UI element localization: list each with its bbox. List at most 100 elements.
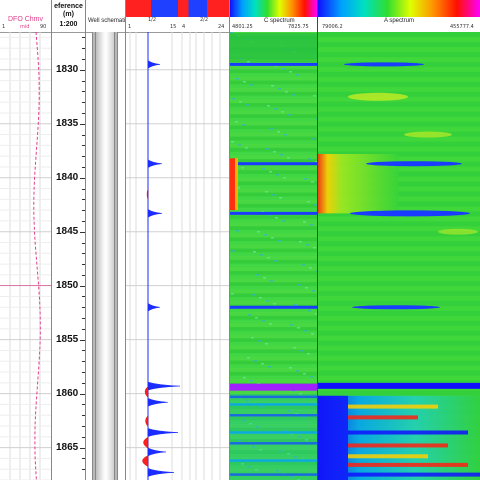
c-spectrum-row: [230, 214, 317, 220]
c-spectrum-speckle: [254, 360, 257, 362]
a-spectrum-row: [318, 216, 480, 222]
c-spectrum-speckle: [293, 347, 296, 349]
a-spectrum-anomaly-band: [344, 62, 424, 67]
c-spectrum-track: C spectrum 4801.25 7825.75: [230, 0, 318, 480]
c-spectrum-speckle: [243, 377, 246, 379]
c-spectrum-speckle: [292, 390, 295, 392]
depth-minor-tick: [82, 188, 85, 190]
c-spectrum-row: [230, 409, 317, 414]
c-spectrum-speckle: [312, 138, 315, 140]
c-spectrum-row: [230, 140, 317, 145]
depth-minor-tick: [82, 48, 85, 50]
c-spectrum-row: [230, 65, 317, 70]
noise-negative-peak: [145, 415, 149, 428]
a-spectrum-row: [318, 280, 480, 287]
c-spectrum-speckle: [303, 373, 306, 375]
a-spectrum-row: [318, 171, 480, 177]
a-spectrum-anomaly-band: [366, 161, 462, 167]
depth-tick-label: 1865: [56, 441, 79, 453]
c-spectrum-row: [230, 121, 317, 126]
c-spectrum-row: [230, 282, 317, 287]
a-spectrum-row: [318, 350, 480, 357]
c-spectrum-row: [230, 371, 317, 376]
c-spectrum-row: [230, 129, 317, 134]
c-spectrum-speckle: [242, 420, 245, 422]
c-spectrum-row: [230, 99, 317, 104]
a-spectrum-row: [318, 320, 480, 327]
c-spectrum-speckle: [260, 406, 263, 408]
a-spectrum-row: [318, 156, 480, 162]
depth-tick-label: 1845: [56, 225, 79, 237]
c-spectrum-row: [230, 274, 317, 279]
a-spectrum-row: [318, 310, 480, 317]
a-spectrum-yellow-patch: [348, 92, 408, 101]
c-spectrum-scale-min: 4801.25: [232, 24, 253, 30]
a-spectrum-row: [318, 265, 480, 272]
c-spectrum-speckle: [296, 74, 299, 76]
c-spectrum-row: [230, 102, 317, 108]
a-spectrum-row: [318, 260, 480, 267]
well-schematic-header: Well schematic: [86, 0, 125, 33]
c-spectrum-speckle: [305, 287, 308, 289]
a-spectrum-anomaly-band: [350, 210, 470, 217]
c-spectrum-speckle: [263, 277, 266, 279]
c-spectrum-speckle: [237, 187, 240, 189]
c-spectrum-purple-band: [230, 383, 317, 391]
c-spectrum-speckle: [255, 469, 258, 471]
c-spectrum-row: [230, 270, 317, 276]
c-spectrum-row: [230, 136, 317, 141]
c-spectrum-lower-band: [230, 431, 317, 434]
temperature-track-header: DFO Chmv 1 mid 90: [0, 0, 51, 33]
c-spectrum-speckle: [284, 430, 287, 432]
a-spectrum-row: [318, 340, 480, 347]
wellbore-tubing: [96, 32, 114, 480]
depth-major-tick: [80, 285, 85, 287]
c-spectrum-speckle: [259, 297, 262, 299]
noise-scale-label-1: 1: [128, 24, 132, 30]
a-spectrum-colorbar: [318, 0, 480, 17]
depth-tick-label: 1855: [56, 333, 79, 345]
c-spectrum-speckle: [282, 68, 285, 70]
c-spectrum-row: [230, 110, 317, 115]
c-spectrum-row: [230, 323, 317, 328]
c-spectrum-row: [230, 196, 317, 201]
noise-peak: [147, 302, 161, 312]
c-spectrum-row: [230, 244, 317, 250]
a-spectrum-header: A spectrum 79006.2 455777.4: [318, 0, 480, 33]
a-spectrum-lower-band: [348, 443, 448, 448]
c-spectrum-speckle: [250, 380, 253, 382]
c-spectrum-row: [230, 73, 317, 78]
noise-log-plot: [126, 32, 229, 480]
c-spectrum-speckle: [311, 181, 314, 183]
c-spectrum-heatmap: [230, 32, 317, 480]
c-spectrum-speckle: [243, 81, 246, 83]
a-spectrum-yellow-patch: [404, 131, 452, 138]
depth-minor-tick: [82, 426, 85, 428]
a-spectrum-row: [318, 231, 480, 237]
c-spectrum-speckle: [230, 32, 233, 34]
a-spectrum-row: [318, 116, 480, 123]
noise-header-colorbar: [126, 0, 229, 17]
c-spectrum-speckle: [264, 234, 267, 236]
c-spectrum-row: [230, 297, 317, 302]
c-spectrum-row: [230, 185, 317, 190]
c-spectrum-row: [230, 263, 317, 268]
c-spectrum-speckle: [231, 293, 234, 295]
depth-major-tick: [80, 339, 85, 341]
c-spectrum-speckle: [235, 121, 238, 123]
c-spectrum-row: [230, 446, 317, 451]
noise-negative-peak: [142, 455, 149, 467]
depth-minor-tick: [82, 274, 85, 276]
c-spectrum-row: [230, 181, 317, 186]
depth-tick-label: 1840: [56, 171, 79, 183]
depth-major-tick: [80, 123, 85, 125]
temperature-track: DFO Chmv 1 mid 90: [0, 0, 52, 480]
c-spectrum-speckle: [295, 413, 298, 415]
c-spectrum-row: [230, 237, 317, 242]
c-spectrum-row: [230, 173, 317, 179]
noise-peak: [147, 397, 169, 407]
a-spectrum-title: A spectrum: [384, 18, 415, 24]
a-spectrum-row: [318, 141, 480, 147]
c-spectrum-speckle: [248, 466, 251, 468]
